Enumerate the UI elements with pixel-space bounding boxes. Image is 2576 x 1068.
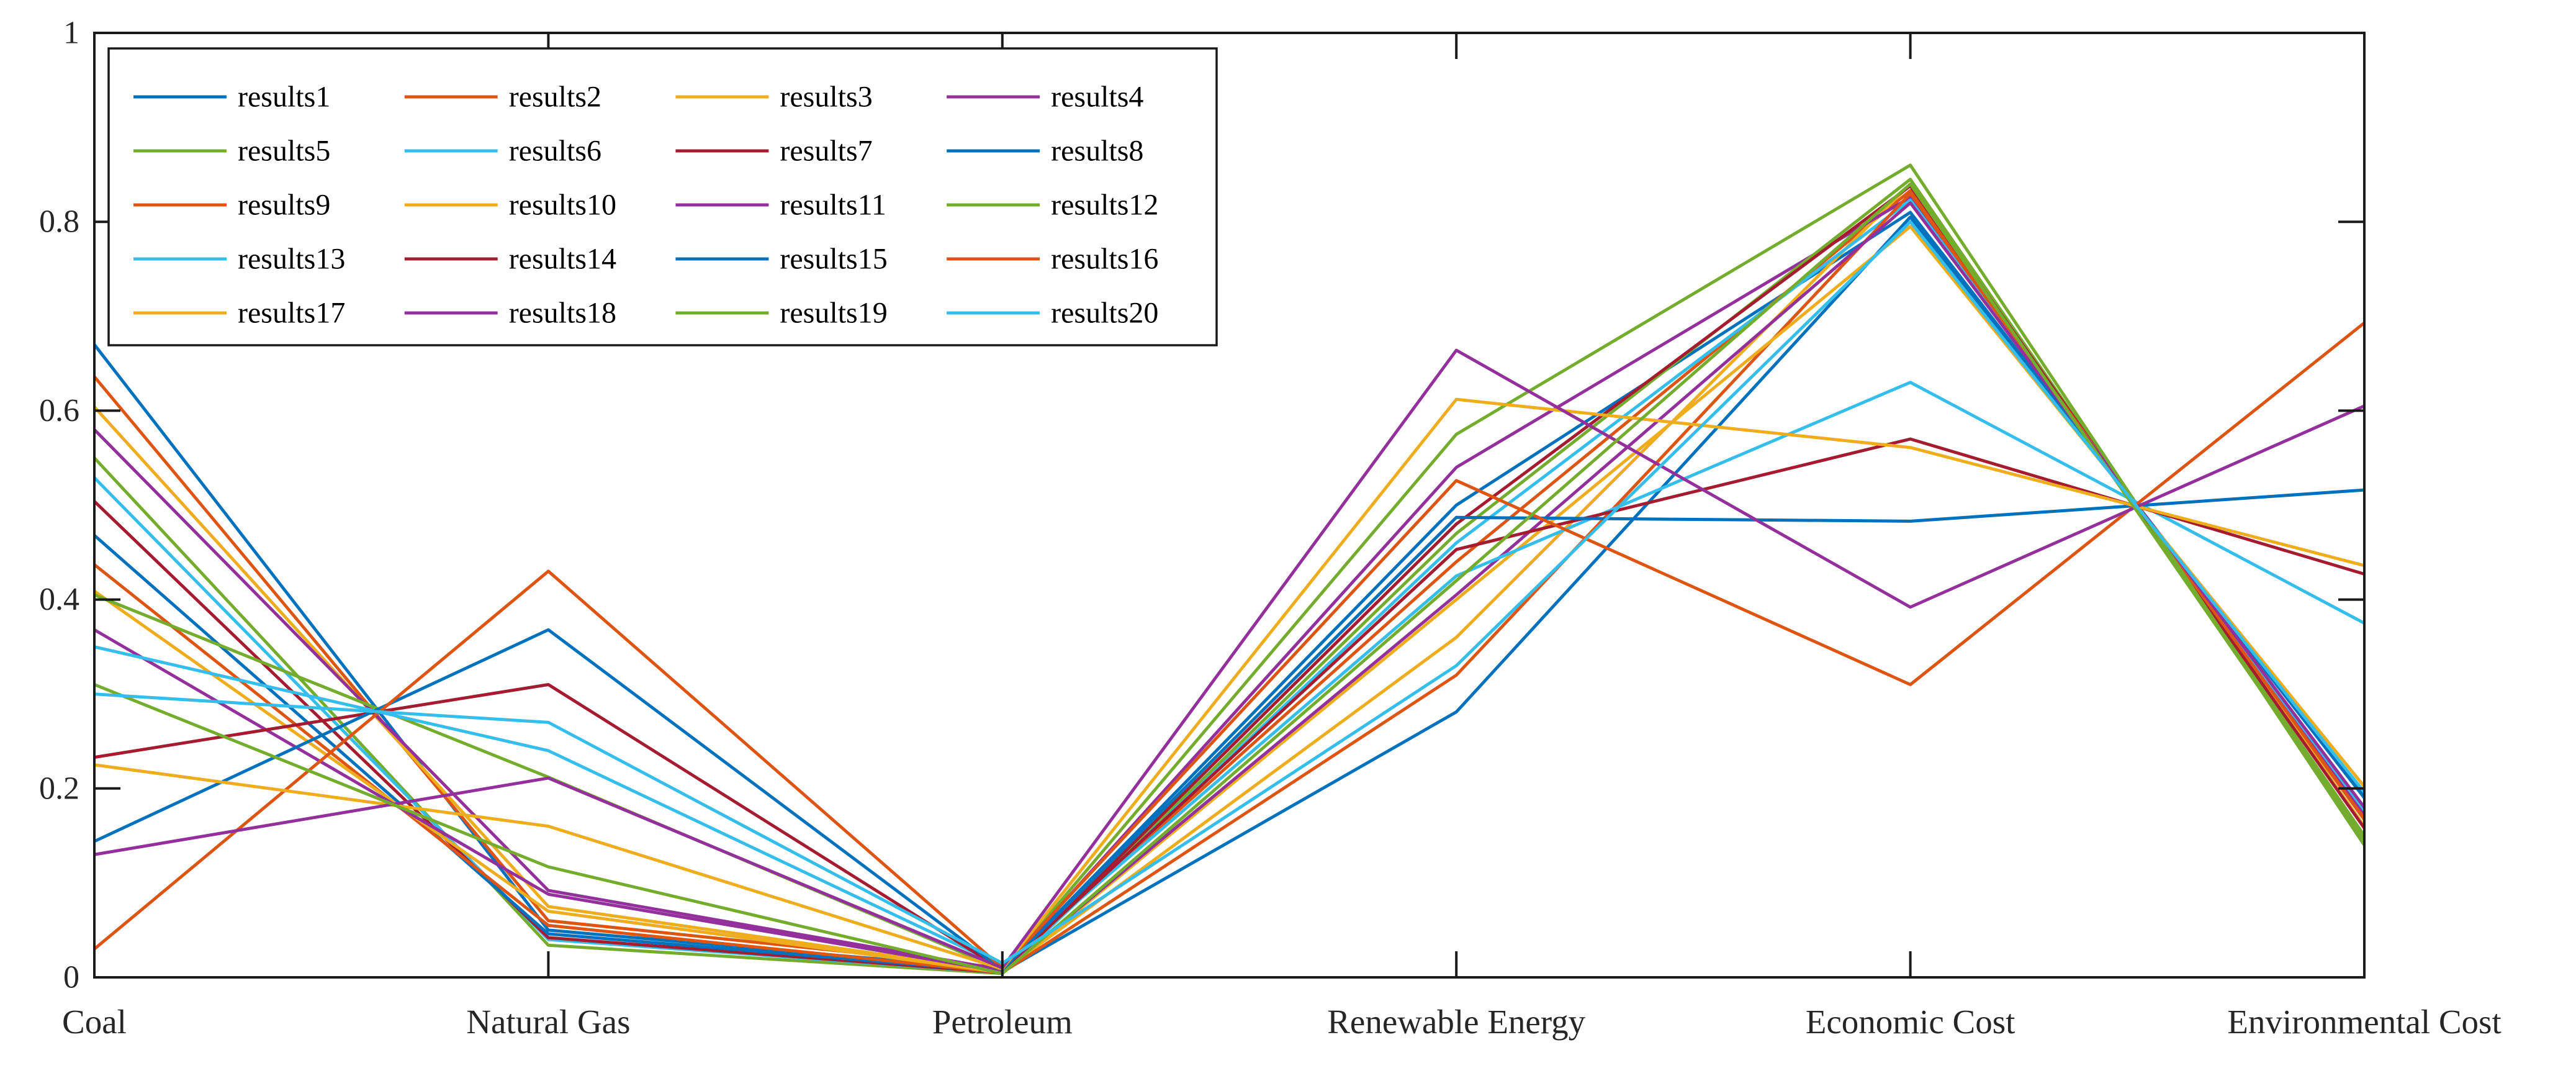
legend-label-results14: results14 xyxy=(509,243,616,276)
series-line-results19 xyxy=(94,182,2366,975)
x-label-coal: Coal xyxy=(62,1003,127,1041)
x-label-petroleum: Petroleum xyxy=(932,1003,1073,1041)
x-label-renewable-energy: Renewable Energy xyxy=(1327,1003,1585,1041)
series-line-results16 xyxy=(93,321,2366,970)
y-tick-label-0.4: 0.4 xyxy=(39,582,79,617)
series-lines xyxy=(93,163,2366,975)
y-tick-label-0.6: 0.6 xyxy=(39,393,79,428)
legend-label-results2: results2 xyxy=(509,81,601,114)
series-line-results1 xyxy=(93,210,2366,972)
legend-label-results18: results18 xyxy=(509,297,616,330)
y-tick-label-1: 1 xyxy=(63,16,79,51)
legend-label-results7: results7 xyxy=(780,135,872,168)
legend-label-results6: results6 xyxy=(509,135,601,168)
legend-label-results8: results8 xyxy=(1051,135,1143,168)
legend-label-results13: results13 xyxy=(238,243,345,276)
legend-label-results4: results4 xyxy=(1051,81,1143,114)
y-tick-label-0.2: 0.2 xyxy=(39,771,79,806)
series-line-results17 xyxy=(94,397,2365,971)
legend-label-results5: results5 xyxy=(238,135,330,168)
series-line-results8 xyxy=(93,215,2366,974)
legend-label-results19: results19 xyxy=(780,297,887,330)
x-label-environmental-cost: Environmental Cost xyxy=(2227,1003,2501,1041)
legend-label-results10: results10 xyxy=(509,189,616,222)
series-line-results12 xyxy=(94,163,2366,972)
axes xyxy=(93,32,2366,979)
plot-box xyxy=(93,32,2366,979)
series-line-results18 xyxy=(94,348,2366,970)
series-line-results9 xyxy=(93,192,2366,974)
legend-label-results17: results17 xyxy=(238,297,345,330)
legend-label-results11: results11 xyxy=(780,189,886,222)
series-line-results15 xyxy=(93,488,2365,972)
legend-label-results9: results9 xyxy=(238,189,330,222)
series-line-results11 xyxy=(93,201,2366,974)
series-line-results10 xyxy=(93,225,2366,974)
y-tick-label-0: 0 xyxy=(63,960,79,995)
x-label-economic-cost: Economic Cost xyxy=(1806,1003,2015,1041)
series-line-results20 xyxy=(94,220,2366,965)
y-tick-label-0.8: 0.8 xyxy=(39,204,79,240)
legend-label-results15: results15 xyxy=(780,243,887,276)
x-category-labels: Coal Natural Gas Petroleum Renewable Energy… xyxy=(62,1003,2502,1041)
x-label-natural-gas: Natural Gas xyxy=(466,1003,630,1041)
legend-label-results1: results1 xyxy=(238,81,330,114)
series-line-results13 xyxy=(94,381,2366,968)
legend-label-results12: results12 xyxy=(1051,189,1158,222)
series-line-results14 xyxy=(94,437,2365,972)
legend-label-results16: results16 xyxy=(1051,243,1158,276)
legend-label-results3: results3 xyxy=(780,81,872,114)
legend-label-results20: results20 xyxy=(1051,297,1158,330)
legend: results1 results2 results3 results4 results5… xyxy=(107,47,1218,346)
y-tick-labels: 0 0.2 0.4 0.6 0.8 1 xyxy=(39,16,79,995)
